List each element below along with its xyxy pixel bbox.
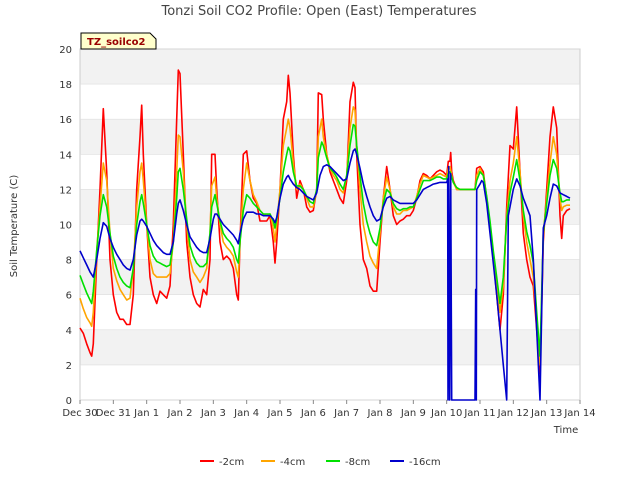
y-tick-label: 14: [59, 150, 72, 161]
x-tick-label: Jan 9: [400, 408, 426, 419]
x-axis-label: Time: [553, 425, 578, 436]
y-tick-label: 18: [59, 80, 72, 91]
badge-label: TZ_soilco2: [87, 37, 146, 48]
legend-label-2: -8cm: [345, 457, 370, 468]
x-tick-label: Jan 11: [463, 408, 495, 419]
y-tick-labels: 0 2 4 6 8 10 12 14 16 18 20: [59, 45, 72, 407]
series-line-3: [79, 148, 571, 401]
legend-label-3: -16cm: [409, 457, 441, 468]
chart-title: Tonzi Soil CO2 Profile: Open (East) Temp…: [160, 4, 476, 19]
y-tick-label: 16: [59, 115, 72, 126]
y-tick-label: 10: [59, 221, 72, 232]
badge-box: [80, 32, 157, 50]
y-tick-label: 20: [59, 45, 72, 56]
x-tick-label: Jan 6: [300, 408, 326, 419]
x-tick-label: Jan 13: [530, 408, 562, 419]
x-tick-label: Jan 2: [167, 408, 193, 419]
series-lines: [79, 69, 571, 401]
legend-label-0: -2cm: [219, 457, 244, 468]
y-tick-label: 2: [66, 361, 72, 372]
legend-label-1: -4cm: [280, 457, 305, 468]
dataset-badge: TZ_soilco2: [80, 32, 157, 50]
plot-band: [80, 189, 580, 225]
legend: -2cm -4cm -8cm -16cm: [200, 457, 441, 468]
x-tick-label: Jan 4: [233, 408, 259, 419]
y-tick-label: 8: [66, 256, 72, 267]
x-tick-label: Dec 30: [62, 408, 97, 419]
y-axis-label: Soil Temperature (C): [9, 175, 20, 278]
y-tick-label: 6: [66, 291, 72, 302]
x-tick-label: Jan 1: [133, 408, 159, 419]
x-tick-label: Jan 10: [430, 408, 462, 419]
x-tick-label: Jan 7: [333, 408, 359, 419]
x-tick-label: Jan 8: [367, 408, 393, 419]
series-line-2: [79, 123, 570, 357]
y-tick-label: 12: [59, 185, 72, 196]
x-tick-label: Dec 31: [96, 408, 131, 419]
plot-band: [80, 119, 580, 155]
plot-band: [80, 329, 580, 365]
x-tick-label: Jan 12: [497, 408, 529, 419]
x-tick-label: Jan 14: [563, 408, 595, 419]
plot-band: [80, 49, 580, 85]
y-tick-label: 0: [66, 396, 72, 407]
x-tick-label: Jan 3: [200, 408, 226, 419]
plot-bands: [80, 49, 580, 365]
y-tick-label: 4: [66, 326, 72, 337]
x-tick-label: Jan 5: [267, 408, 293, 419]
